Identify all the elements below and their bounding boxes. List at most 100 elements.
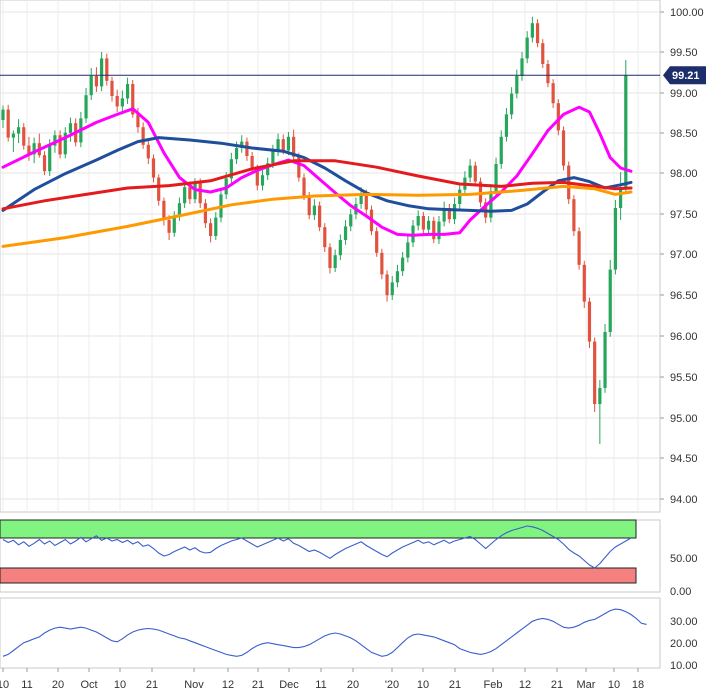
candle-body bbox=[603, 332, 607, 388]
candle-body bbox=[317, 205, 322, 228]
candle-body bbox=[380, 252, 384, 275]
last-price-badge bbox=[663, 66, 706, 85]
candle-body bbox=[312, 205, 316, 216]
price-tick-label: 94.00 bbox=[670, 494, 698, 506]
candle-body bbox=[489, 191, 493, 218]
candle-body bbox=[390, 282, 394, 296]
date-tick-label: Feb bbox=[484, 679, 503, 691]
candle-body bbox=[432, 220, 436, 240]
date-tick-label: 12 bbox=[519, 679, 531, 691]
candle-body bbox=[525, 37, 529, 59]
candle-body bbox=[333, 255, 337, 268]
candle-body bbox=[359, 193, 363, 204]
candle-body bbox=[255, 169, 259, 186]
candle-body bbox=[188, 187, 192, 200]
date-tick-label: 21 bbox=[449, 679, 461, 691]
overbought-zone bbox=[0, 519, 637, 539]
candle-body bbox=[447, 208, 451, 220]
candle-body bbox=[63, 132, 67, 155]
candle-body bbox=[619, 188, 623, 208]
candle-body bbox=[297, 156, 301, 178]
candle-body bbox=[401, 257, 405, 272]
candle-body bbox=[468, 165, 472, 178]
candle-body bbox=[131, 84, 135, 115]
adx-tick-label: 30.00 bbox=[670, 616, 698, 628]
candle-body bbox=[535, 23, 540, 44]
candle-body bbox=[260, 175, 265, 186]
candle-body bbox=[271, 151, 275, 164]
candle-body bbox=[89, 76, 93, 96]
candle-body bbox=[421, 216, 425, 230]
price-tick-label: 100.00 bbox=[670, 7, 704, 19]
last-price-label: 99.21 bbox=[672, 70, 700, 82]
date-tick-label: 11 bbox=[315, 679, 326, 691]
candle-body bbox=[234, 148, 239, 160]
candle-body bbox=[292, 136, 296, 157]
candle-body bbox=[349, 214, 353, 227]
oversold-zone bbox=[0, 567, 637, 584]
main-gridlines bbox=[0, 0, 661, 513]
candle-body bbox=[276, 139, 280, 152]
candle-body bbox=[530, 23, 534, 38]
candle-body bbox=[572, 199, 576, 232]
moving-average-medium bbox=[1, 136, 633, 213]
main-panel-frame bbox=[0, 0, 661, 513]
candle-body bbox=[494, 164, 498, 192]
candle-body bbox=[442, 208, 446, 222]
candle-body bbox=[193, 183, 197, 200]
candle-body bbox=[541, 43, 545, 64]
candle-body bbox=[151, 158, 156, 178]
date-tick-label: Dec bbox=[279, 679, 299, 691]
candle-body bbox=[58, 135, 62, 155]
candle-body bbox=[167, 220, 171, 233]
price-tick-label: 95.00 bbox=[670, 413, 698, 425]
candle-body bbox=[598, 388, 602, 404]
candle-body bbox=[94, 76, 99, 87]
moving-average-slow bbox=[1, 159, 633, 211]
rsi-tick-label: 0.00 bbox=[670, 586, 691, 598]
candle-body bbox=[406, 242, 410, 258]
date-tick-label: 21 bbox=[252, 679, 264, 691]
candle-body bbox=[546, 64, 550, 84]
candle-body bbox=[551, 83, 555, 104]
candle-body bbox=[68, 123, 73, 133]
candle-body bbox=[27, 145, 31, 155]
candle-body bbox=[364, 193, 368, 210]
price-tick-label: 96.00 bbox=[670, 331, 698, 343]
candle-body bbox=[307, 196, 311, 216]
candle-body bbox=[42, 155, 47, 172]
price-tick-label: 98.50 bbox=[670, 128, 698, 140]
candle-body bbox=[608, 269, 612, 332]
adx-panel-frame bbox=[0, 597, 661, 669]
candle-body bbox=[577, 231, 581, 265]
price-tick-label: 97.50 bbox=[670, 209, 698, 221]
candle-body bbox=[136, 114, 140, 128]
candle-body bbox=[416, 216, 420, 226]
candle-body bbox=[624, 75, 628, 188]
date-tick-label: 18 bbox=[632, 679, 644, 691]
date-tick-label: 21 bbox=[551, 679, 563, 691]
candle-body bbox=[120, 98, 124, 107]
price-tick-label: 99.50 bbox=[670, 47, 698, 59]
candle-body bbox=[203, 203, 208, 224]
candle-body bbox=[375, 231, 379, 253]
candle-body bbox=[198, 183, 202, 204]
candle-body bbox=[84, 95, 88, 119]
candle-body bbox=[157, 177, 161, 201]
adx-panel: 30.00 20.00 10.00 bbox=[0, 597, 698, 672]
candle-body bbox=[110, 80, 114, 96]
candle-body bbox=[115, 96, 119, 107]
candle-body bbox=[32, 143, 36, 155]
candle-body bbox=[473, 165, 477, 182]
candle-body bbox=[343, 226, 348, 240]
candle-body bbox=[183, 187, 187, 204]
date-tick-label: 20 bbox=[52, 679, 64, 691]
price-tick-label: 94.50 bbox=[670, 453, 698, 465]
date-tick-label: 10 bbox=[417, 679, 429, 691]
candle-body bbox=[141, 127, 145, 145]
candle-body bbox=[338, 240, 342, 256]
date-tick-label: 10 bbox=[114, 679, 126, 691]
date-tick-label: 21 bbox=[146, 679, 158, 691]
moving-average-long bbox=[1, 184, 633, 248]
